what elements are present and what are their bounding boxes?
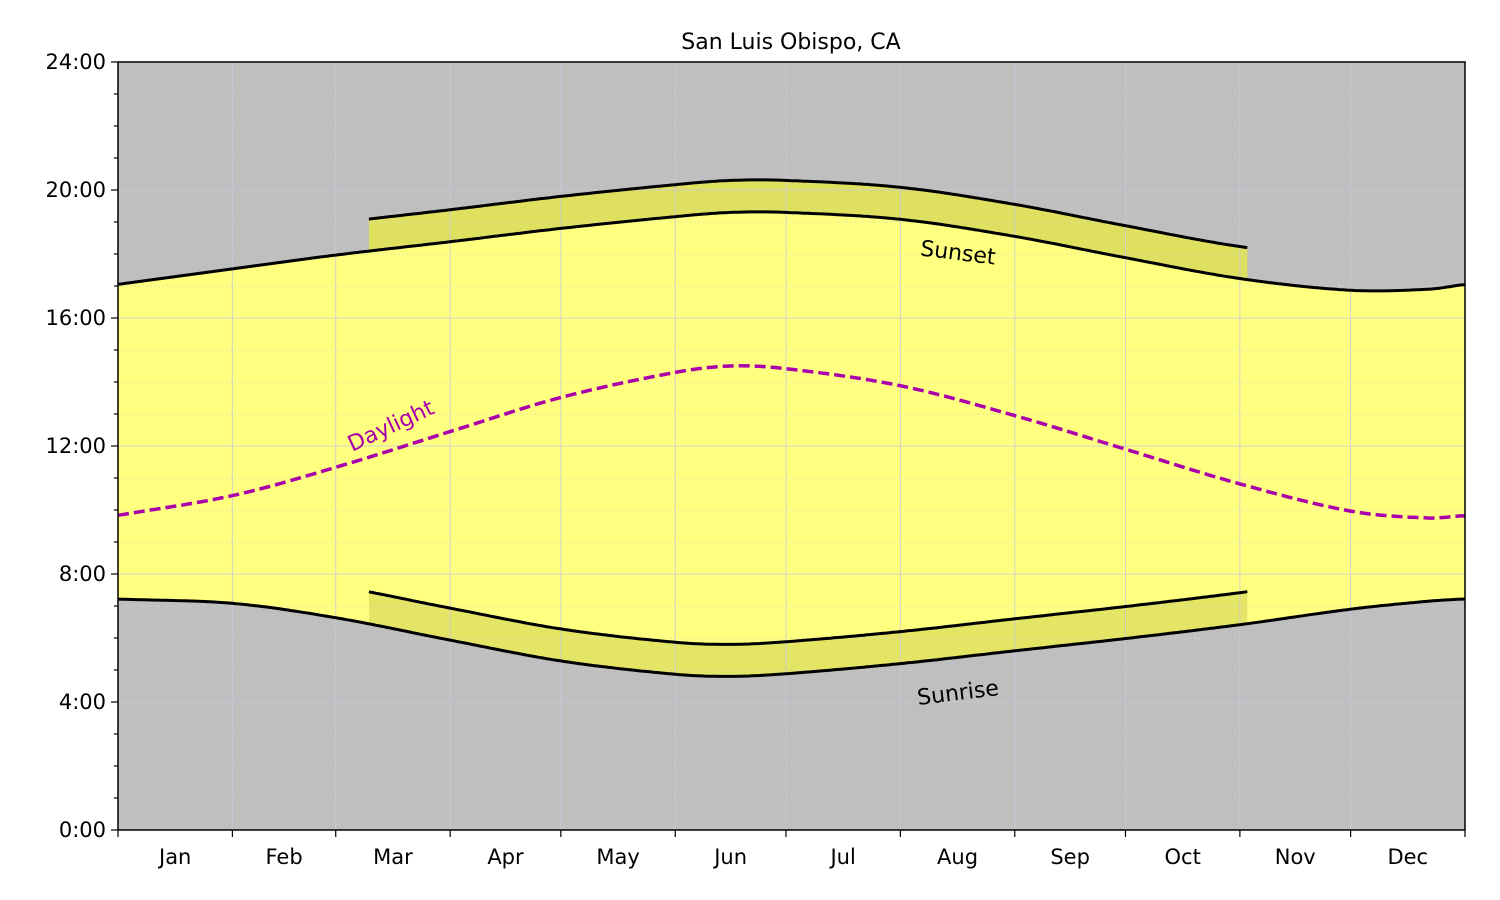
y-tick-label: 16:00 [45, 306, 106, 330]
x-tick-label: Mar [373, 845, 413, 869]
x-tick-label: Oct [1165, 845, 1201, 869]
x-tick-label: May [596, 845, 639, 869]
y-axis: 0:00 4:00 8:00 12:00 16:00 20:00 24:00 [45, 50, 118, 842]
dst-sunset-band [368, 179, 1248, 280]
dst-sunrise-line [368, 590, 1248, 646]
chart-title: San Luis Obispo, CA [681, 30, 900, 55]
x-tick-label: Nov [1275, 845, 1316, 869]
x-tick-label: Jul [828, 845, 855, 869]
dst-sunrise-band [368, 591, 1248, 677]
daylight-line [117, 364, 1465, 520]
x-tick-label: Aug [937, 845, 978, 869]
y-tick-label: 8:00 [59, 562, 106, 586]
y-tick-label: 4:00 [59, 690, 106, 714]
x-tick-label: Jan [157, 845, 191, 869]
x-tick-label: Apr [487, 845, 524, 869]
x-tick-label: Jun [712, 845, 747, 869]
x-axis: Jan Feb Mar Apr May Jun Jul Aug Sep Oct Nov Dec [117, 830, 1466, 869]
sunset-line [117, 210, 1465, 293]
y-tick-label: 0:00 [59, 818, 106, 842]
dst-sunset-line [368, 178, 1248, 250]
y-tick-label: 20:00 [45, 178, 106, 202]
daylight-area [118, 211, 1465, 677]
sunrise-line [117, 597, 1465, 678]
plot-area [117, 61, 1466, 831]
y-tick-label: 24:00 [45, 50, 106, 74]
x-tick-label: Dec [1387, 845, 1428, 869]
x-tick-label: Feb [265, 845, 302, 869]
x-tick-label: Sep [1050, 845, 1090, 869]
y-tick-label: 12:00 [45, 434, 106, 458]
